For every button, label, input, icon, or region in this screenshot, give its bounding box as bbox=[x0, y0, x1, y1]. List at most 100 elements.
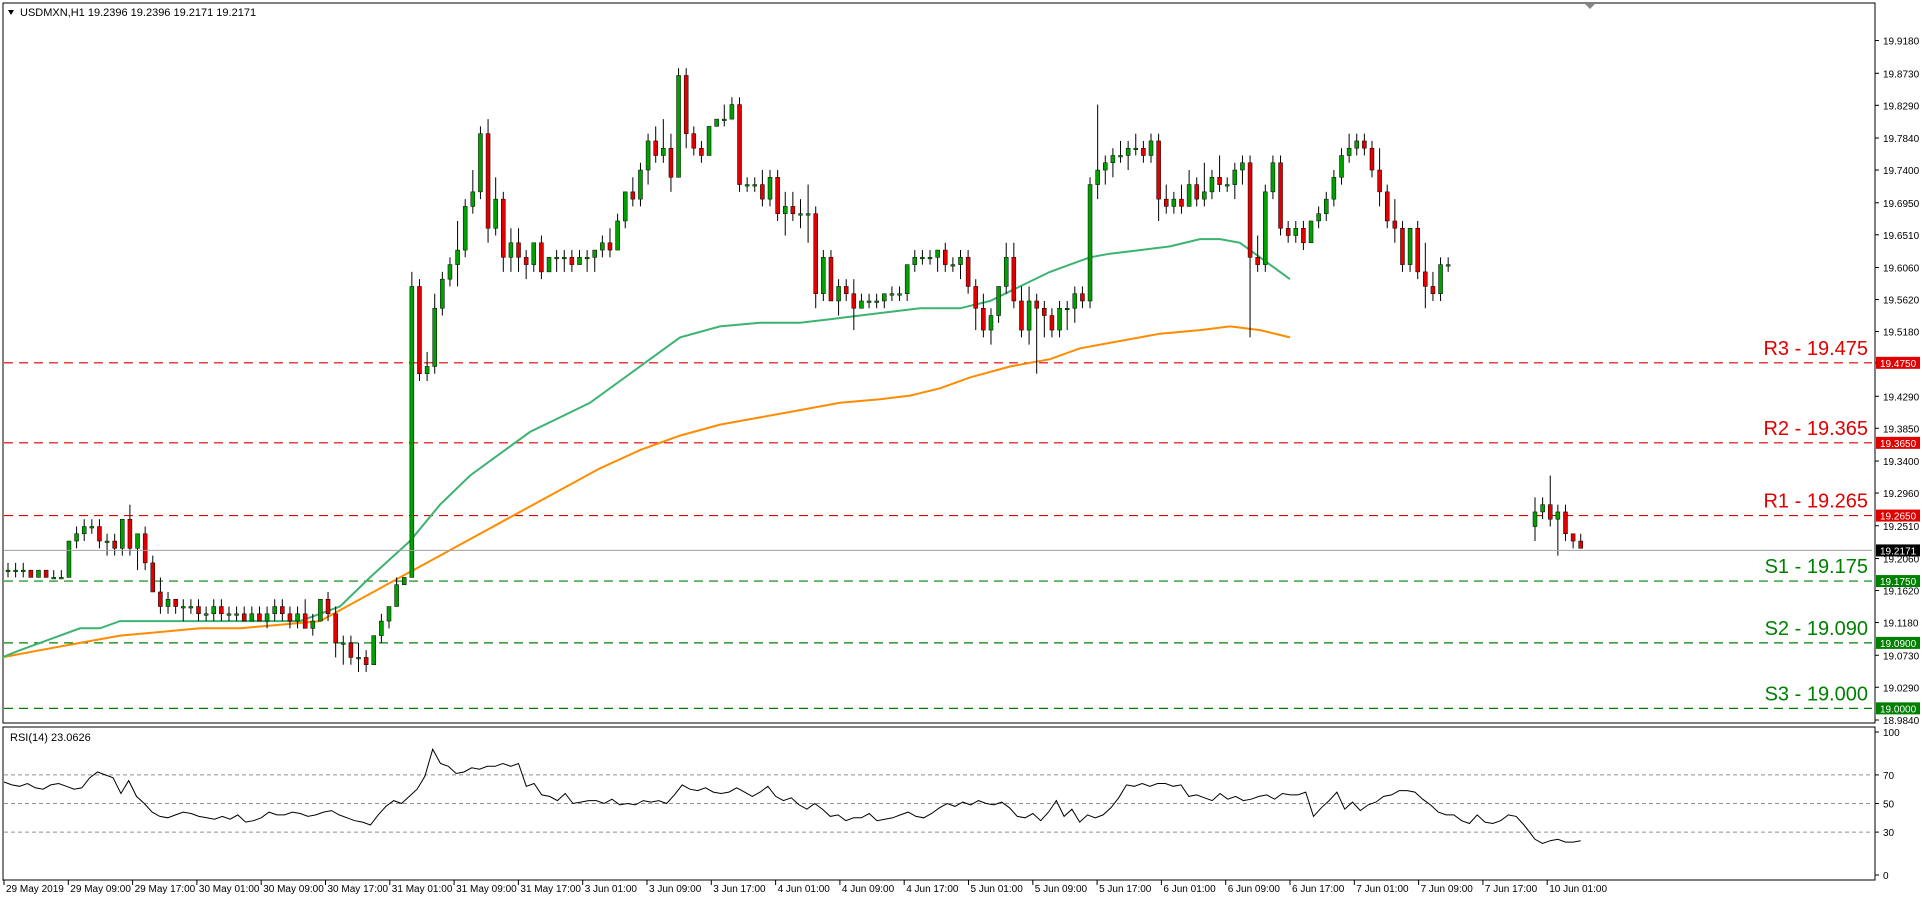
candle bbox=[1377, 148, 1382, 207]
candle bbox=[59, 570, 64, 580]
candle-body bbox=[790, 206, 796, 214]
candle bbox=[158, 577, 163, 614]
candle-body bbox=[104, 540, 110, 543]
candle bbox=[188, 599, 194, 614]
candle bbox=[836, 279, 841, 316]
candle-body bbox=[851, 293, 857, 309]
candle-body bbox=[1072, 293, 1078, 309]
candle-body bbox=[493, 198, 498, 229]
candle-body bbox=[485, 133, 491, 229]
candle-body bbox=[1179, 198, 1184, 207]
candle bbox=[1103, 155, 1108, 185]
candle-body bbox=[363, 657, 369, 665]
candle-body bbox=[142, 533, 148, 564]
candle-body bbox=[943, 249, 948, 265]
candle bbox=[668, 133, 674, 192]
candle-body bbox=[1555, 511, 1561, 520]
candle-body bbox=[318, 598, 323, 622]
price-tick-label: 19.4290 bbox=[1883, 392, 1920, 403]
candle bbox=[965, 250, 971, 294]
candle-body bbox=[1547, 504, 1553, 520]
candle bbox=[440, 271, 445, 316]
candle bbox=[950, 257, 956, 272]
candle bbox=[1034, 293, 1039, 374]
candle-body bbox=[1400, 227, 1405, 265]
candle-body bbox=[257, 613, 262, 622]
candle-body bbox=[958, 257, 963, 265]
candle bbox=[1346, 133, 1352, 163]
candle bbox=[1570, 533, 1576, 549]
candle bbox=[1232, 162, 1238, 200]
candle-body bbox=[455, 249, 460, 265]
candle-body bbox=[173, 598, 178, 607]
candle-body bbox=[341, 642, 346, 645]
candle bbox=[1003, 242, 1009, 294]
candle-body bbox=[1080, 293, 1085, 302]
candle bbox=[821, 250, 826, 301]
candle bbox=[1430, 271, 1436, 301]
candle-body bbox=[676, 75, 681, 178]
candle bbox=[790, 191, 796, 221]
candle bbox=[1224, 177, 1230, 192]
candle-body bbox=[988, 315, 994, 331]
candle bbox=[432, 293, 437, 374]
candle bbox=[203, 606, 209, 622]
collapse-triangle-icon[interactable] bbox=[8, 10, 14, 15]
candle bbox=[523, 250, 529, 280]
level-label: S1 - 19.175 bbox=[1765, 556, 1868, 578]
candle-body bbox=[965, 257, 971, 287]
candle-body bbox=[1202, 191, 1207, 200]
candle bbox=[325, 591, 331, 622]
candle bbox=[401, 577, 407, 585]
candle-body bbox=[1392, 220, 1398, 229]
shift-marker-icon[interactable] bbox=[1585, 4, 1595, 9]
candle bbox=[859, 293, 864, 309]
candle bbox=[234, 606, 239, 622]
rsi-tick-label: 30 bbox=[1883, 828, 1895, 839]
candle bbox=[97, 519, 102, 549]
candle-body bbox=[264, 613, 270, 622]
candle-body bbox=[1110, 155, 1116, 164]
candle-body bbox=[897, 293, 902, 296]
candle-body bbox=[577, 257, 582, 265]
candle bbox=[485, 119, 491, 243]
candle-body bbox=[1194, 184, 1199, 200]
candle-body bbox=[28, 569, 34, 578]
level-price-tag-text: 19.4750 bbox=[1880, 359, 1917, 370]
candle-body bbox=[1019, 300, 1024, 331]
candle bbox=[226, 606, 232, 622]
candle bbox=[424, 351, 430, 382]
candle bbox=[569, 250, 575, 272]
price-tick-label: 19.6510 bbox=[1883, 231, 1920, 242]
candle bbox=[531, 242, 537, 272]
support-resistance-levels: R3 - 19.475 19.4750 R2 - 19.365 19.3650 R1 -… bbox=[4, 338, 1920, 715]
time-tick-label: 31 May 01:00 bbox=[392, 884, 453, 895]
candle-body bbox=[912, 257, 918, 265]
candle bbox=[272, 599, 277, 622]
candle bbox=[165, 591, 171, 614]
candle-body bbox=[889, 293, 895, 296]
candle bbox=[13, 562, 18, 578]
candle-body bbox=[36, 569, 41, 578]
candle bbox=[81, 519, 87, 542]
candle-body bbox=[1217, 177, 1222, 185]
rsi-tick-label: 100 bbox=[1883, 728, 1900, 739]
candle bbox=[996, 286, 1001, 323]
price-tick-label: 19.7840 bbox=[1883, 134, 1920, 145]
candle-body bbox=[722, 118, 727, 121]
current-price-text: 19.2171 bbox=[1880, 546, 1917, 557]
candle bbox=[333, 606, 338, 658]
candle bbox=[600, 235, 605, 258]
candle-body bbox=[1133, 147, 1139, 150]
candle-body bbox=[1354, 140, 1359, 149]
time-tick-label: 29 May 09:00 bbox=[70, 884, 131, 895]
candle-body bbox=[1430, 286, 1436, 294]
candle-body bbox=[744, 184, 750, 187]
candle-body bbox=[859, 300, 864, 309]
candle bbox=[1118, 140, 1123, 163]
candle bbox=[1354, 133, 1359, 156]
candle-body bbox=[1186, 184, 1192, 207]
candle bbox=[74, 526, 79, 549]
candle-body bbox=[386, 606, 392, 622]
